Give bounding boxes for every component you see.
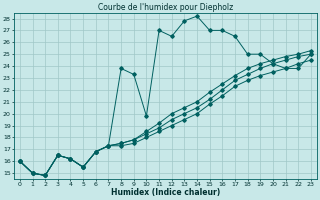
X-axis label: Humidex (Indice chaleur): Humidex (Indice chaleur) <box>111 188 220 197</box>
Title: Courbe de l'humidex pour Diepholz: Courbe de l'humidex pour Diepholz <box>98 3 233 12</box>
